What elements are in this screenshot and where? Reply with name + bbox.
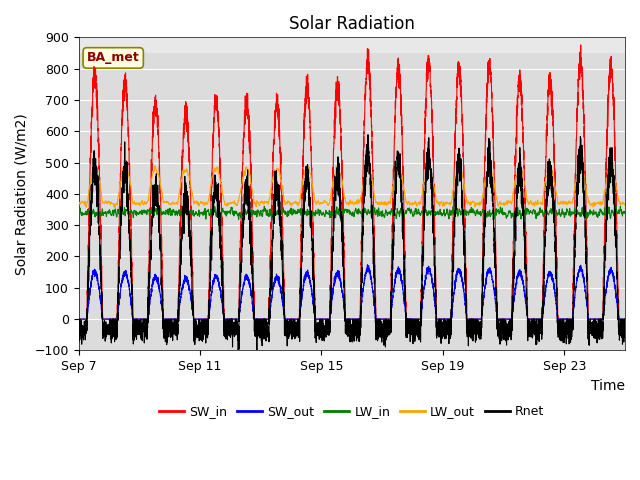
Rnet: [234, 348, 242, 353]
SW_out: [364, 262, 371, 268]
Bar: [79, 37, 625, 53]
X-axis label: Time: Time: [591, 379, 625, 393]
Rnet: [75, 329, 83, 335]
LW_out: [75, 203, 83, 208]
Line: LW_in: LW_in: [79, 205, 625, 220]
LW_out: [258, 198, 266, 204]
LW_out: [111, 205, 119, 211]
Title: Solar Radiation: Solar Radiation: [289, 15, 415, 33]
Rnet: [615, 322, 623, 328]
SW_out: [97, 299, 104, 304]
LW_in: [97, 212, 104, 217]
LW_in: [400, 212, 408, 217]
LW_in: [75, 207, 83, 213]
Rnet: [97, 275, 104, 280]
SW_out: [176, 302, 184, 308]
LW_in: [235, 217, 243, 223]
LW_out: [176, 188, 184, 193]
Rnet: [258, 319, 266, 324]
LW_in: [615, 208, 623, 214]
LW_out: [615, 198, 623, 204]
LW_out: [173, 200, 180, 205]
LW_in: [214, 202, 222, 208]
SW_out: [75, 316, 83, 322]
SW_in: [615, 316, 623, 322]
SW_in: [400, 196, 408, 202]
SW_out: [400, 293, 408, 299]
Rnet: [176, 287, 184, 292]
SW_in: [621, 316, 628, 322]
Y-axis label: Solar Radiation (W/m2): Solar Radiation (W/m2): [15, 113, 29, 275]
Rnet: [621, 327, 628, 333]
SW_in: [258, 316, 266, 322]
SW_out: [621, 316, 628, 322]
SW_out: [615, 316, 623, 322]
LW_in: [176, 213, 184, 218]
SW_in: [97, 228, 104, 234]
Line: LW_out: LW_out: [79, 166, 625, 208]
LW_out: [97, 186, 104, 192]
Legend: SW_in, SW_out, LW_in, LW_out, Rnet: SW_in, SW_out, LW_in, LW_out, Rnet: [154, 400, 549, 423]
Line: SW_out: SW_out: [79, 265, 625, 319]
SW_in: [577, 42, 584, 48]
Line: Rnet: Rnet: [79, 135, 625, 350]
SW_in: [176, 244, 184, 250]
LW_in: [173, 209, 180, 215]
Line: SW_in: SW_in: [79, 45, 625, 319]
LW_in: [258, 213, 266, 219]
LW_out: [400, 187, 408, 192]
Rnet: [173, 330, 180, 336]
LW_out: [621, 202, 628, 207]
SW_in: [173, 316, 180, 322]
SW_out: [173, 316, 180, 322]
SW_in: [75, 316, 83, 322]
Text: BA_met: BA_met: [87, 51, 140, 64]
Rnet: [364, 132, 372, 138]
Rnet: [400, 257, 408, 263]
LW_out: [546, 163, 554, 168]
LW_in: [621, 210, 628, 216]
SW_out: [258, 316, 266, 322]
